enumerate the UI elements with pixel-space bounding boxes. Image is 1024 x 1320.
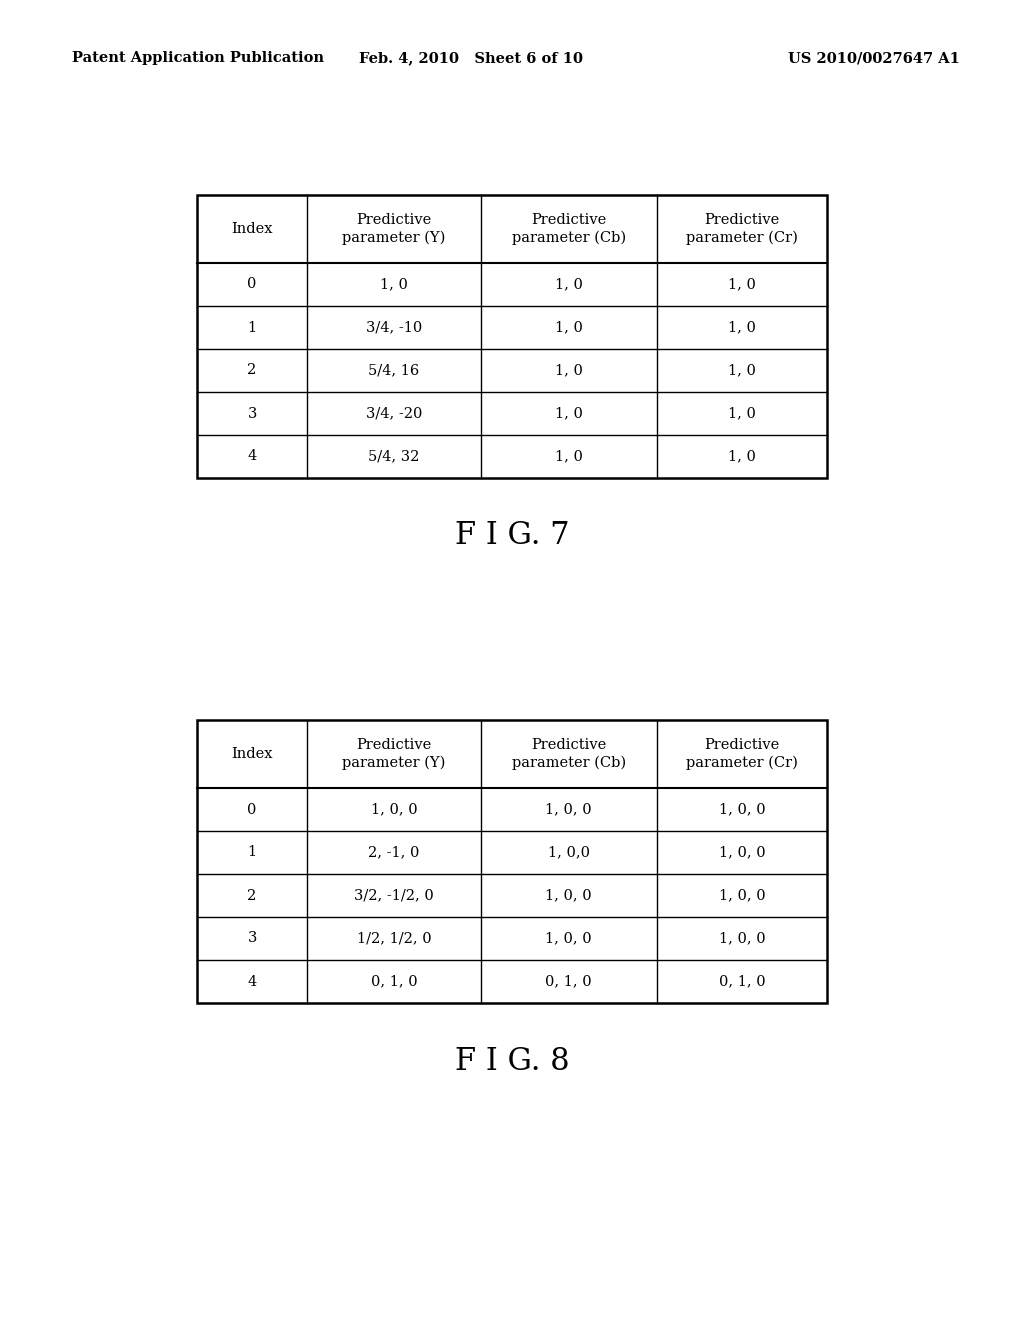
Text: Predictive
parameter (Cr): Predictive parameter (Cr) <box>686 213 798 246</box>
Text: 1, 0, 0: 1, 0, 0 <box>719 932 765 945</box>
Text: 1, 0: 1, 0 <box>728 363 756 378</box>
Text: US 2010/0027647 A1: US 2010/0027647 A1 <box>788 51 961 65</box>
Text: Predictive
parameter (Cr): Predictive parameter (Cr) <box>686 738 798 770</box>
Text: 1, 0,0: 1, 0,0 <box>548 846 590 859</box>
Text: 2: 2 <box>248 888 257 903</box>
Text: 1, 0: 1, 0 <box>728 277 756 292</box>
Text: Index: Index <box>231 747 272 762</box>
Text: 2, -1, 0: 2, -1, 0 <box>369 846 420 859</box>
Text: Predictive
parameter (Cb): Predictive parameter (Cb) <box>512 213 626 246</box>
Text: 1/2, 1/2, 0: 1/2, 1/2, 0 <box>356 932 431 945</box>
Text: 1: 1 <box>248 846 257 859</box>
Text: 0: 0 <box>248 277 257 292</box>
Text: 1, 0, 0: 1, 0, 0 <box>719 803 765 817</box>
Text: F I G. 7: F I G. 7 <box>455 520 569 552</box>
Text: 0: 0 <box>248 803 257 817</box>
Text: 4: 4 <box>248 450 257 463</box>
Text: 3/4, -20: 3/4, -20 <box>366 407 422 421</box>
Text: Patent Application Publication: Patent Application Publication <box>72 51 324 65</box>
Text: Feb. 4, 2010   Sheet 6 of 10: Feb. 4, 2010 Sheet 6 of 10 <box>359 51 583 65</box>
Text: 1, 0, 0: 1, 0, 0 <box>719 888 765 903</box>
Text: 1, 0, 0: 1, 0, 0 <box>546 932 592 945</box>
Text: Index: Index <box>231 222 272 236</box>
Text: 5/4, 32: 5/4, 32 <box>369 450 420 463</box>
Text: 3/4, -10: 3/4, -10 <box>366 321 422 334</box>
Text: 4: 4 <box>248 974 257 989</box>
Text: 1, 0: 1, 0 <box>555 277 583 292</box>
Text: 1, 0, 0: 1, 0, 0 <box>719 846 765 859</box>
Text: 1, 0: 1, 0 <box>380 277 408 292</box>
Text: 1, 0: 1, 0 <box>555 321 583 334</box>
Text: Predictive
parameter (Y): Predictive parameter (Y) <box>342 738 445 770</box>
Text: 1, 0: 1, 0 <box>728 321 756 334</box>
Bar <box>197 195 827 478</box>
Text: 3/2, -1/2, 0: 3/2, -1/2, 0 <box>354 888 434 903</box>
Text: 0, 1, 0: 0, 1, 0 <box>546 974 592 989</box>
Bar <box>197 719 827 1003</box>
Text: 1, 0, 0: 1, 0, 0 <box>371 803 417 817</box>
Text: 1, 0: 1, 0 <box>555 363 583 378</box>
Text: 1, 0: 1, 0 <box>728 407 756 421</box>
Text: 1: 1 <box>248 321 257 334</box>
Text: 5/4, 16: 5/4, 16 <box>369 363 420 378</box>
Text: Predictive
parameter (Cb): Predictive parameter (Cb) <box>512 738 626 770</box>
Text: 0, 1, 0: 0, 1, 0 <box>719 974 765 989</box>
Text: F I G. 8: F I G. 8 <box>455 1045 569 1077</box>
Text: 1, 0: 1, 0 <box>728 450 756 463</box>
Text: 0, 1, 0: 0, 1, 0 <box>371 974 417 989</box>
Text: 3: 3 <box>248 932 257 945</box>
Text: 1, 0, 0: 1, 0, 0 <box>546 888 592 903</box>
Text: 2: 2 <box>248 363 257 378</box>
Text: Predictive
parameter (Y): Predictive parameter (Y) <box>342 213 445 246</box>
Text: 1, 0, 0: 1, 0, 0 <box>546 803 592 817</box>
Text: 1, 0: 1, 0 <box>555 450 583 463</box>
Text: 3: 3 <box>248 407 257 421</box>
Text: 1, 0: 1, 0 <box>555 407 583 421</box>
